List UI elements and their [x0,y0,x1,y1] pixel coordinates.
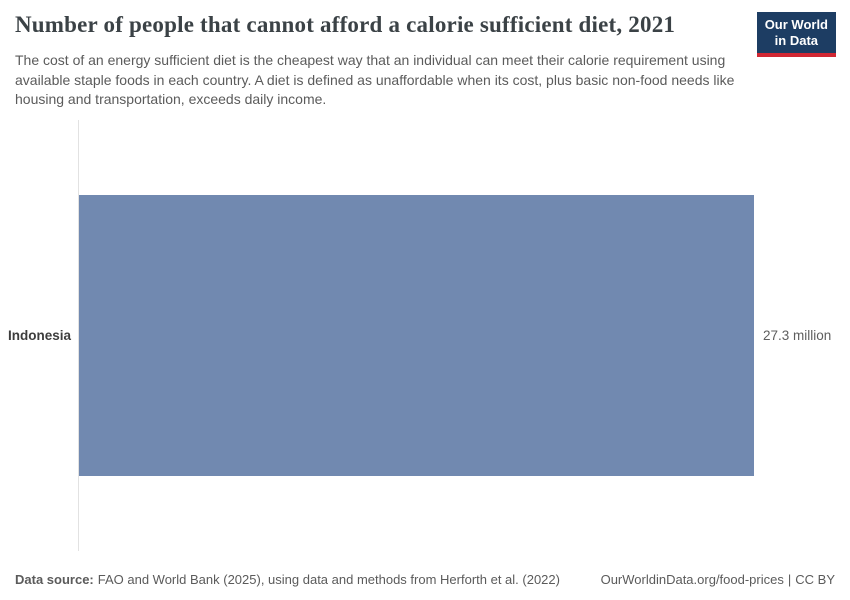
page-title: Number of people that cannot afford a ca… [15,12,676,37]
y-axis-line [78,120,79,551]
bar-indonesia[interactable] [79,195,754,476]
chart-footer: Data source: FAO and World Bank (2025), u… [15,572,835,587]
owid-logo-line1: Our World [764,17,828,32]
owid-url-link[interactable]: OurWorldinData.org/food-prices [600,572,784,587]
data-source-note: Data source: FAO and World Bank (2025), u… [15,572,560,587]
value-label: 27.3 million [763,328,832,343]
owid-logo-line2: in Data [774,33,819,48]
entity-label: Indonesia [7,328,71,343]
license-link[interactable]: CC BY [795,572,835,587]
data-source-text: FAO and World Bank (2025), using data an… [97,572,560,587]
footer-attribution: OurWorldinData.org/food-prices | CC BY [601,572,835,587]
data-source-label: Data source: [15,572,94,587]
footer-separator: | [787,572,792,587]
chart-subtitle: The cost of an energy sufficient diet is… [15,52,735,107]
owid-logo[interactable]: Our World in Data [756,12,836,57]
